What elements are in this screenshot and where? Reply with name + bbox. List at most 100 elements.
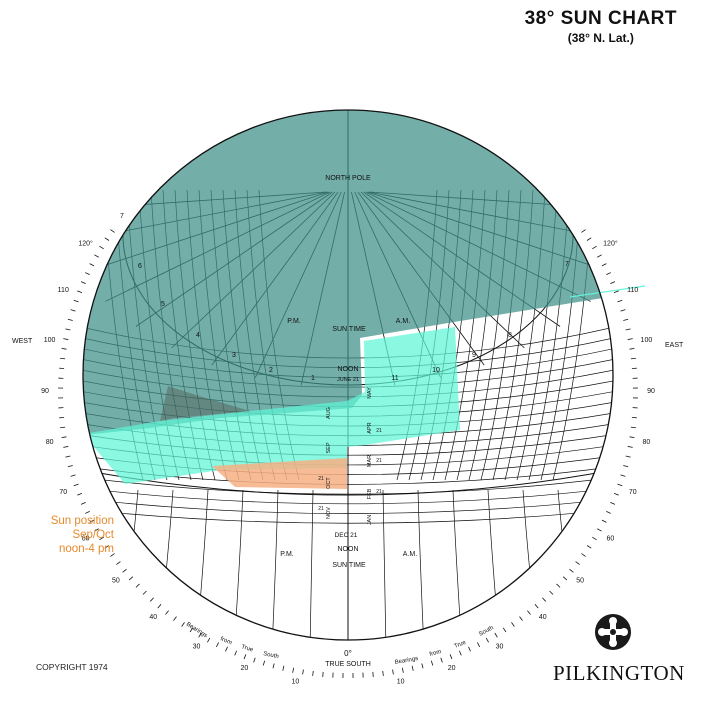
true-south-label: TRUE SOUTH <box>325 661 371 668</box>
bearing-scale-tick <box>65 456 70 457</box>
bearing-label-right: 50 <box>576 578 584 585</box>
bearing-line <box>383 490 386 650</box>
bearing-scale-tick <box>85 273 90 275</box>
bearing-scale-tick <box>441 658 443 663</box>
bearing-label-right: 10 <box>397 679 405 686</box>
bearing-label-left: 80 <box>46 439 54 446</box>
bearings-label-left: Bearings <box>185 622 208 640</box>
brand-block: PILKINGTON <box>553 612 673 686</box>
east-label: EAST <box>665 342 684 349</box>
bearing-scale-tick <box>614 493 619 495</box>
month-label-feb: FEB <box>367 488 373 499</box>
pm-label-upper: P.M. <box>287 318 301 325</box>
from-label-left: from <box>219 636 232 646</box>
bearing-scale-tick <box>606 511 611 513</box>
bearing-scale-tick <box>74 300 79 302</box>
copyright-notice: COPYRIGHT 1974 <box>36 662 108 672</box>
bearing-scale-tick <box>63 446 68 447</box>
bearing-scale-tick <box>542 598 545 602</box>
bearing-scale-tick <box>550 591 554 595</box>
bearing-scale-tick <box>81 282 86 284</box>
bearing-scale-tick <box>503 628 506 632</box>
bearing-scale-tick <box>623 319 628 320</box>
bearing-scale-tick <box>623 465 628 466</box>
chart-title: 38° SUN CHART <box>525 8 677 30</box>
bearing-scale-tick <box>71 310 76 311</box>
annotation-line-2: Sep/Oct <box>14 528 114 542</box>
west-label: WEST <box>12 338 33 345</box>
bearing-scale-tick <box>393 670 394 675</box>
bearing-scale-tick <box>60 358 65 359</box>
bearing-scale-tick <box>77 291 82 293</box>
bearing-scale-tick <box>581 554 585 557</box>
bearing-scale-tick <box>610 282 615 284</box>
bearing-line <box>158 490 173 650</box>
am-label-lower: A.M. <box>403 551 417 558</box>
bearing-scale-tick <box>626 329 631 330</box>
bearing-line <box>418 490 424 650</box>
hour-label-pm-6: 6 <box>138 263 142 270</box>
bearing-scale-tick <box>477 642 479 646</box>
bearing-scale-tick <box>556 584 560 587</box>
bearing-scale-tick <box>254 658 256 663</box>
bearing-scale-tick <box>283 666 284 671</box>
chart-title-block: 38° SUN CHART (38° N. Lat.) <box>525 8 677 45</box>
bearing-scale-tick <box>77 493 82 495</box>
bearing-label-right: 30 <box>496 643 504 650</box>
bearing-scale-tick <box>63 339 68 340</box>
bearing-scale-tick <box>60 427 65 428</box>
sun-time-label-lower: SUN TIME <box>332 562 366 569</box>
month-label-nov: NOV <box>326 507 332 519</box>
bearing-scale-tick <box>450 654 452 659</box>
hour-label-am-8: 8 <box>508 332 512 339</box>
bearing-scale-tick <box>62 348 67 349</box>
from-label-right: from <box>429 649 442 658</box>
bearing-scale-tick <box>412 666 413 671</box>
bearing-line <box>196 490 208 650</box>
bearing-scale-tick <box>535 604 538 608</box>
bearing-label-left: 30 <box>193 643 201 650</box>
bearing-label-left: 10 <box>291 679 299 686</box>
hour-label-pm-5: 5 <box>161 301 165 308</box>
month-label-oct: OCT <box>326 477 332 489</box>
bearing-scale-tick <box>158 604 161 608</box>
bearing-label-right: 60 <box>607 536 615 543</box>
bearing-scale-tick <box>129 577 133 580</box>
month-label-sep: SEP <box>326 442 332 453</box>
bearing-scale-tick <box>592 246 596 249</box>
bearing-scale-tick <box>628 446 633 447</box>
bearing-scale-tick <box>313 671 314 676</box>
bearing-scale-tick <box>110 230 114 233</box>
bearing-scale-tick <box>563 577 567 580</box>
bearing-scale-tick <box>123 569 127 572</box>
date-mark-21-e: 21 <box>318 506 324 512</box>
hour-label-am-11: 11 <box>391 375 398 382</box>
bearing-scale-tick <box>486 638 488 642</box>
bearing-scale-tick <box>244 654 246 659</box>
annotation-line-1: Sun position <box>14 514 114 528</box>
true-label-right: True <box>454 640 468 650</box>
bearing-label-left: 20 <box>240 665 248 672</box>
june21-label: JUNE 21 <box>337 377 359 383</box>
bearing-label-left: 40 <box>149 614 157 621</box>
bearing-scale-tick <box>597 255 601 257</box>
bearing-label-right: 100 <box>641 337 653 344</box>
bearing-scale-tick <box>631 358 636 359</box>
bearing-label-right: 110 <box>627 287 638 294</box>
bearing-scale-tick <box>614 291 619 293</box>
bearing-scale-tick <box>143 591 147 595</box>
date-mark-21-c: 21 <box>376 489 382 495</box>
noon-label-lower: NOON <box>338 546 359 553</box>
hour-label-pm-7: 7 <box>120 213 124 220</box>
bearing-scale-tick <box>225 647 227 652</box>
bearing-scale-tick <box>165 611 168 615</box>
bearing-scale-tick <box>81 502 86 504</box>
bearing-scale-tick <box>459 651 461 656</box>
bearing-scale-tick <box>65 329 70 330</box>
bearing-scale-tick <box>468 647 470 652</box>
bearing-label-left: 110 <box>58 287 69 294</box>
date-mark-21-b: 21 <box>376 458 382 464</box>
bearing-line <box>272 490 278 650</box>
bearing-scale-tick <box>68 465 73 466</box>
